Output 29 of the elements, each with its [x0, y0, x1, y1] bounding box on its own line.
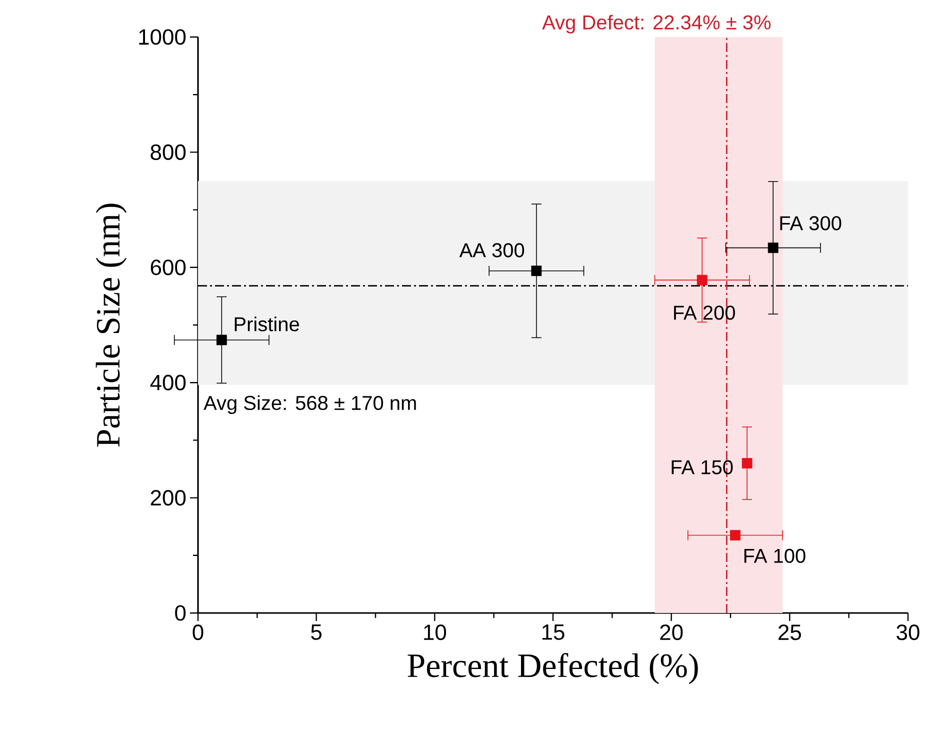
y-tick-label: 800 [150, 144, 186, 160]
x-axis-title: Percent Defected (%) [408, 652, 698, 684]
y-tick-label: 200 [150, 490, 186, 506]
x-tick-label: 20 [660, 624, 683, 640]
point [730, 530, 740, 540]
annotation: Pristine [234, 316, 299, 332]
annotation: FA 300 [780, 216, 842, 230]
annotation: FA 150 [672, 460, 733, 474]
point [742, 458, 752, 468]
ref-line-label: Avg Defect: 22.34% ± 3% [542, 14, 771, 34]
annotation: AA 300 [459, 243, 524, 258]
annotation: FA 200 [674, 306, 735, 320]
y-tick-label: 1000 [139, 29, 186, 45]
y-tick-label: 400 [150, 374, 186, 390]
x-tick-label: 10 [424, 624, 446, 640]
x-tick-label: 5 [311, 624, 322, 640]
x-tick-label: 25 [778, 624, 801, 640]
annotation: FA 100 [744, 548, 806, 563]
point [696, 274, 708, 286]
y-axis-title: Particle Size (nm) [96, 204, 127, 447]
point [768, 242, 778, 254]
y-tick-label: 600 [150, 260, 186, 276]
x-tick-label: 0 [192, 624, 204, 640]
y-tick-label: 0 [175, 605, 186, 621]
x-tick-label: 15 [542, 624, 564, 640]
x-tick-label: 30 [896, 624, 920, 640]
point [531, 266, 542, 276]
ref-line-label: Avg Size: 568 ± 170 nm [204, 395, 416, 414]
point [216, 334, 227, 346]
